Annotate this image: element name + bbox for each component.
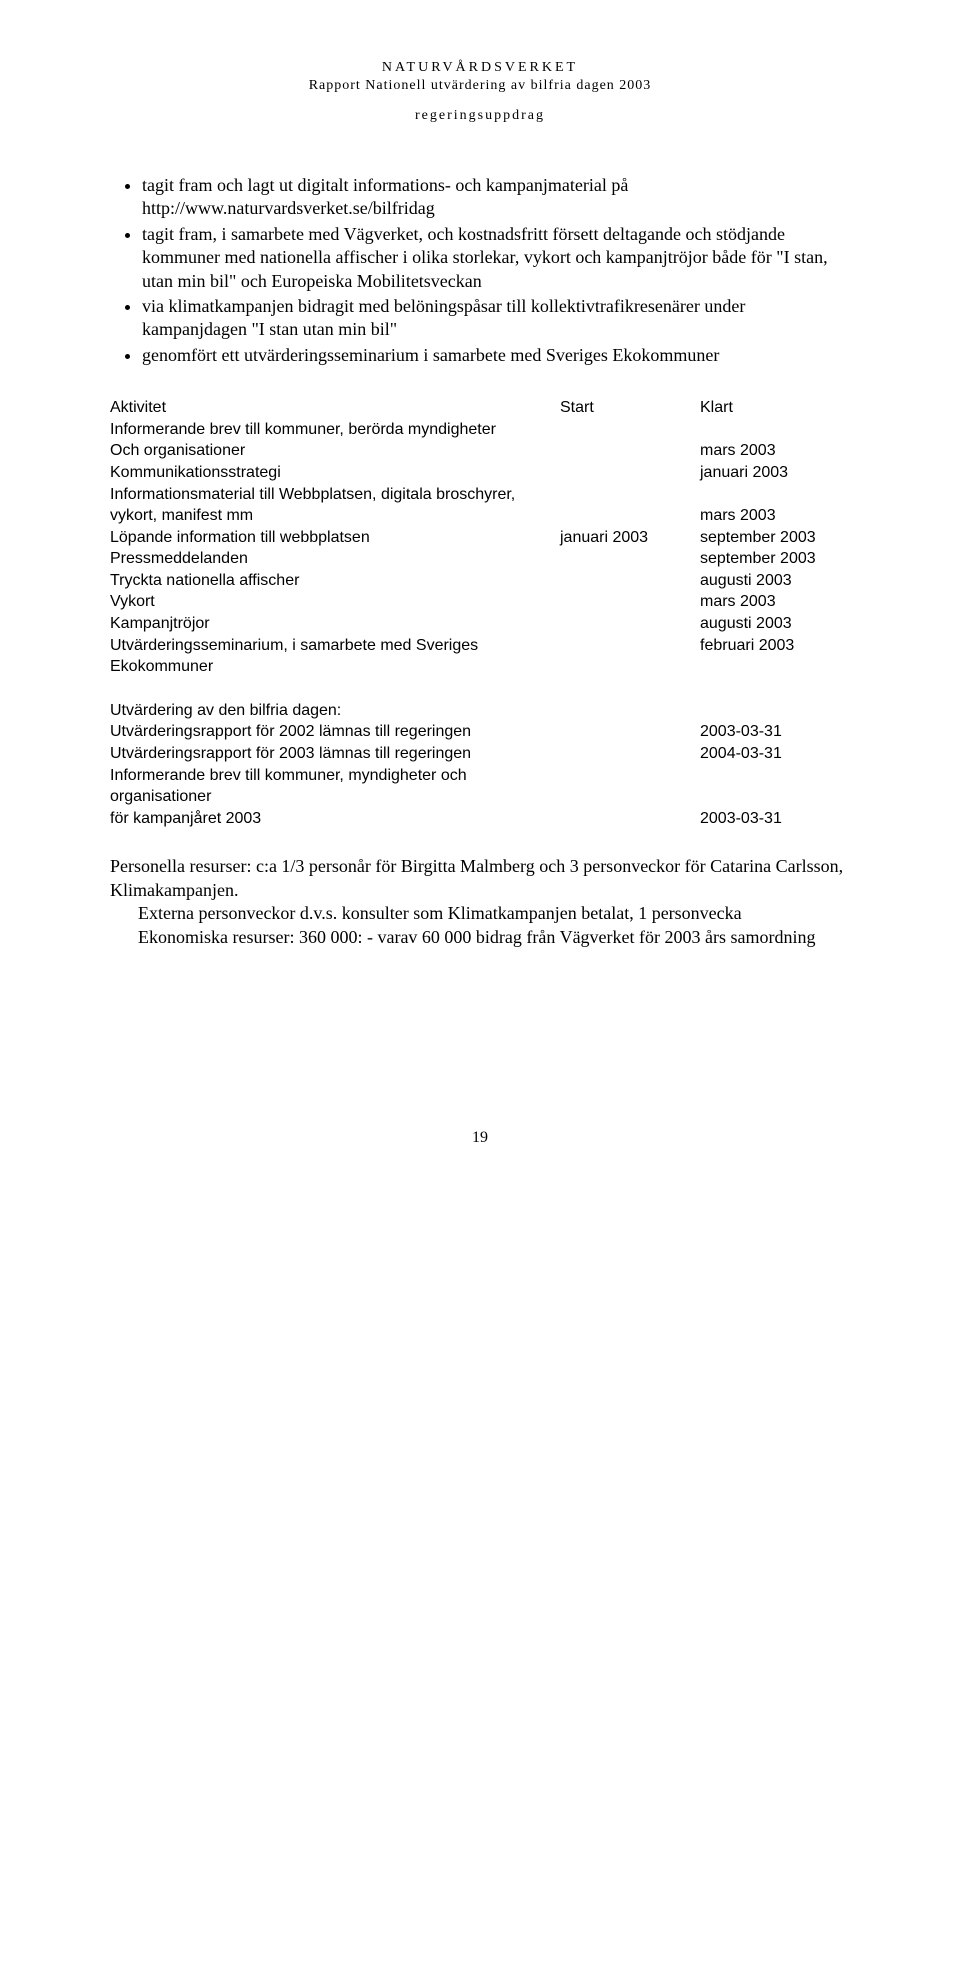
header-report-title: Rapport Nationell utvärdering av bilfria… bbox=[110, 78, 850, 94]
cell-start bbox=[560, 548, 700, 570]
cell-start bbox=[560, 591, 700, 613]
cell-activity: Och organisationer bbox=[110, 440, 560, 462]
cell-start bbox=[560, 808, 700, 830]
cell-start bbox=[560, 505, 700, 527]
table-row: Informerande brev till kommuner, myndigh… bbox=[110, 765, 850, 808]
cell-activity: Kampanjtröjor bbox=[110, 613, 560, 635]
cell-klart: 2004-03-31 bbox=[700, 743, 850, 765]
cell-activity: Informerande brev till kommuner, myndigh… bbox=[110, 765, 560, 808]
cell-start bbox=[560, 440, 700, 462]
activity-table: Aktivitet Start Klart Informerande brev … bbox=[110, 397, 850, 829]
paragraph: Personella resurser: c:a 1/3 personår fö… bbox=[110, 855, 850, 902]
cell-klart: mars 2003 bbox=[700, 440, 850, 462]
cell-activity: Vykort bbox=[110, 591, 560, 613]
table-row: Vykort mars 2003 bbox=[110, 591, 850, 613]
cell-activity: Utvärderingsrapport för 2003 lämnas till… bbox=[110, 743, 560, 765]
cell-klart: augusti 2003 bbox=[700, 570, 850, 592]
header-subtitle: regeringsuppdrag bbox=[110, 108, 850, 124]
table-row: Kampanjtröjor augusti 2003 bbox=[110, 613, 850, 635]
table-row: Utvärderingsrapport för 2003 lämnas till… bbox=[110, 743, 850, 765]
cell-start bbox=[560, 613, 700, 635]
header-org: NATURVÅRDSVERKET bbox=[110, 60, 850, 76]
cell-klart: september 2003 bbox=[700, 527, 850, 549]
cell-activity: Kommunikationsstrategi bbox=[110, 462, 560, 484]
table-row: för kampanjåret 2003 2003-03-31 bbox=[110, 808, 850, 830]
col-header-activity: Aktivitet bbox=[110, 397, 560, 419]
cell-activity: Utvärderingsrapport för 2002 lämnas till… bbox=[110, 721, 560, 743]
page-number: 19 bbox=[110, 1129, 850, 1147]
table-row: vykort, manifest mm mars 2003 bbox=[110, 505, 850, 527]
cell-klart: mars 2003 bbox=[700, 505, 850, 527]
table-row: Kommunikationsstrategi januari 2003 bbox=[110, 462, 850, 484]
cell-start bbox=[560, 462, 700, 484]
document-page: NATURVÅRDSVERKET Rapport Nationell utvär… bbox=[0, 0, 960, 1187]
cell-klart: 2003-03-31 bbox=[700, 721, 850, 743]
cell-start: januari 2003 bbox=[560, 527, 700, 549]
cell-klart bbox=[700, 484, 850, 506]
cell-klart: februari 2003 bbox=[700, 635, 850, 678]
table-row: Informationsmaterial till Webbplatsen, d… bbox=[110, 484, 850, 506]
cell-start bbox=[560, 635, 700, 678]
table-row: Utvärderingsrapport för 2002 lämnas till… bbox=[110, 721, 850, 743]
cell-activity: Utvärderingsseminarium, i samarbete med … bbox=[110, 635, 560, 678]
table-row: Och organisationer mars 2003 bbox=[110, 440, 850, 462]
cell-activity: för kampanjåret 2003 bbox=[110, 808, 560, 830]
bullet-item: via klimatkampanjen bidragit med belönin… bbox=[142, 295, 850, 342]
cell-klart: mars 2003 bbox=[700, 591, 850, 613]
body-paragraphs: Personella resurser: c:a 1/3 personår fö… bbox=[110, 855, 850, 949]
cell-activity: vykort, manifest mm bbox=[110, 505, 560, 527]
cell-activity: Informerande brev till kommuner, berörda… bbox=[110, 419, 560, 441]
document-header: NATURVÅRDSVERKET Rapport Nationell utvär… bbox=[110, 60, 850, 124]
cell-activity: Pressmeddelanden bbox=[110, 548, 560, 570]
table-row: Informerande brev till kommuner, berörda… bbox=[110, 419, 850, 441]
paragraph: Ekonomiska resurser: 360 000: - varav 60… bbox=[110, 926, 850, 949]
cell-klart: 2003-03-31 bbox=[700, 808, 850, 830]
table-row: Utvärderingsseminarium, i samarbete med … bbox=[110, 635, 850, 678]
cell-activity: Informationsmaterial till Webbplatsen, d… bbox=[110, 484, 560, 506]
table-row: Pressmeddelanden september 2003 bbox=[110, 548, 850, 570]
cell-klart: augusti 2003 bbox=[700, 613, 850, 635]
cell-klart bbox=[700, 765, 850, 808]
cell-start bbox=[560, 419, 700, 441]
bullet-list: tagit fram och lagt ut digitalt informat… bbox=[110, 174, 850, 367]
cell-start bbox=[560, 743, 700, 765]
cell-klart: januari 2003 bbox=[700, 462, 850, 484]
bullet-item: tagit fram, i samarbete med Vägverket, o… bbox=[142, 223, 850, 293]
cell-start bbox=[560, 570, 700, 592]
cell-activity: Utvärdering av den bilfria dagen: bbox=[110, 700, 560, 722]
cell-klart: september 2003 bbox=[700, 548, 850, 570]
cell-start bbox=[560, 700, 700, 722]
table-gap bbox=[110, 678, 850, 700]
cell-start bbox=[560, 765, 700, 808]
bullet-item: genomfört ett utvärderingsseminarium i s… bbox=[142, 344, 850, 367]
table-row: Tryckta nationella affischer augusti 2003 bbox=[110, 570, 850, 592]
table-header-row: Aktivitet Start Klart bbox=[110, 397, 850, 419]
cell-start bbox=[560, 484, 700, 506]
col-header-start: Start bbox=[560, 397, 700, 419]
bullet-item: tagit fram och lagt ut digitalt informat… bbox=[142, 174, 850, 221]
paragraph: Externa personveckor d.v.s. konsulter so… bbox=[110, 902, 850, 925]
cell-activity: Tryckta nationella affischer bbox=[110, 570, 560, 592]
cell-klart bbox=[700, 700, 850, 722]
table-row: Utvärdering av den bilfria dagen: bbox=[110, 700, 850, 722]
col-header-klart: Klart bbox=[700, 397, 850, 419]
cell-start bbox=[560, 721, 700, 743]
cell-activity: Löpande information till webbplatsen bbox=[110, 527, 560, 549]
cell-klart bbox=[700, 419, 850, 441]
table-row: Löpande information till webbplatsenjanu… bbox=[110, 527, 850, 549]
